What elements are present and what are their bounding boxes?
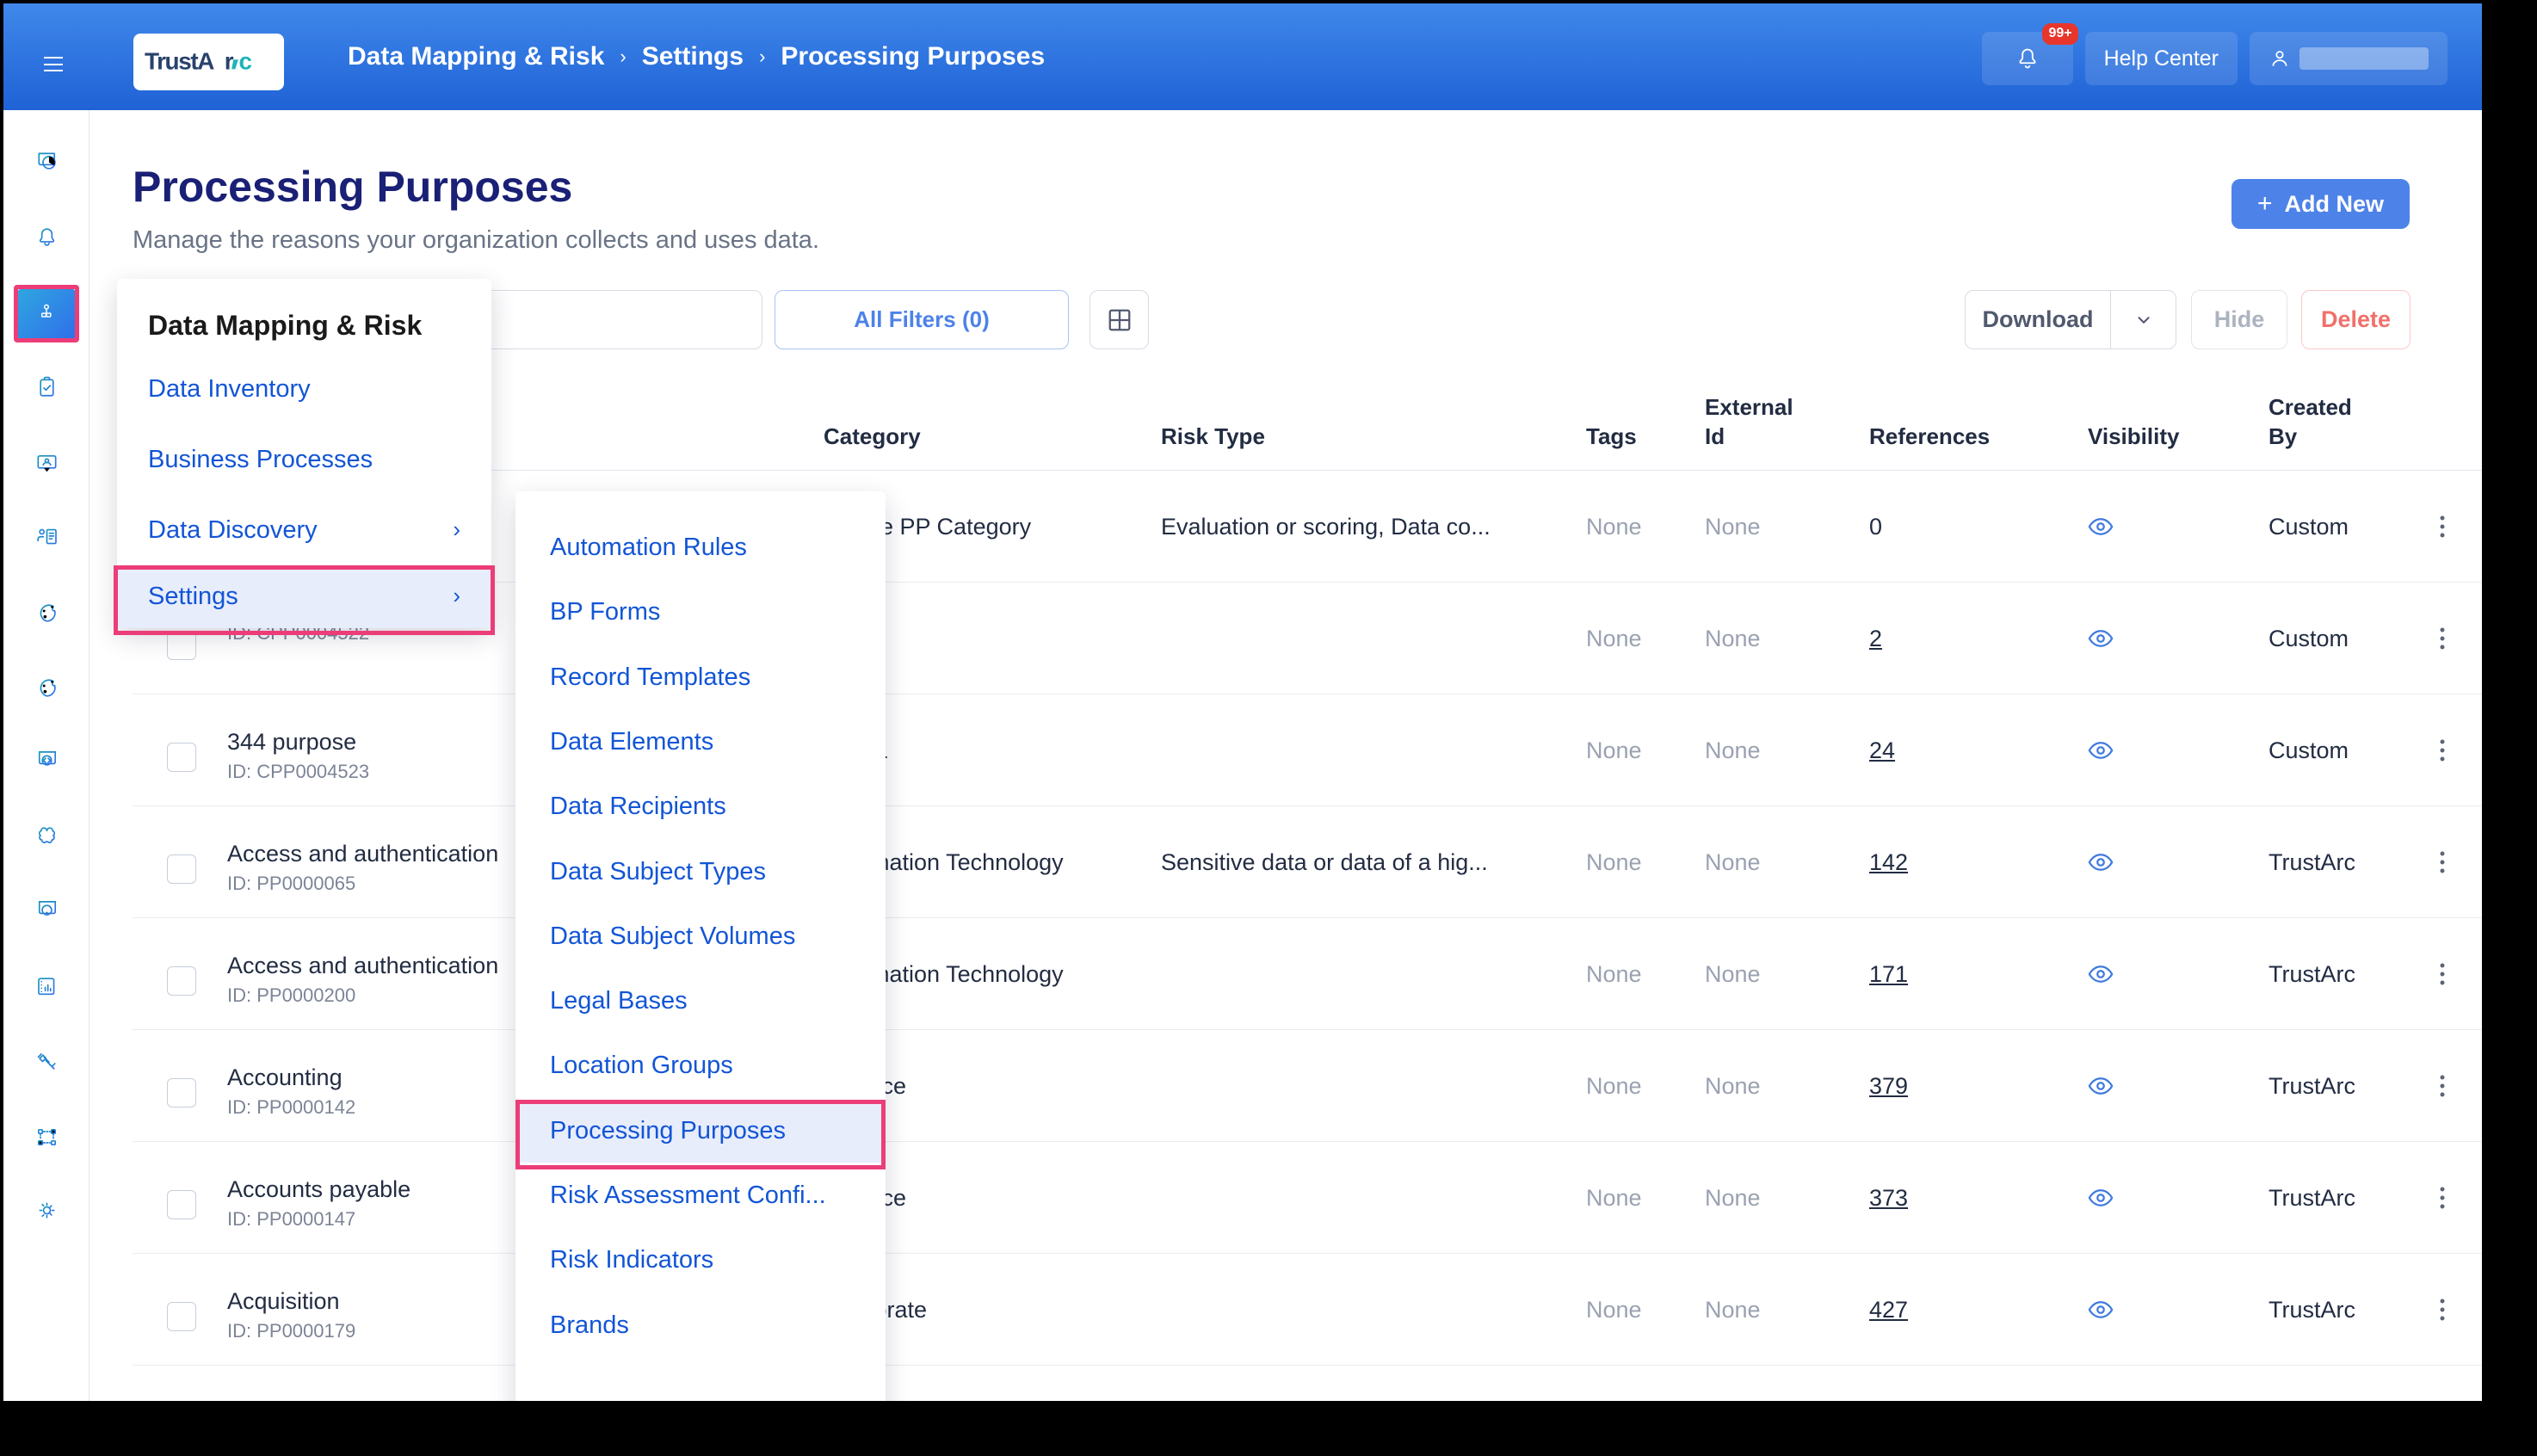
svg-text:TrustA: TrustA (145, 47, 214, 74)
svg-text:r: r (224, 47, 233, 74)
svg-text:c: c (238, 47, 252, 74)
